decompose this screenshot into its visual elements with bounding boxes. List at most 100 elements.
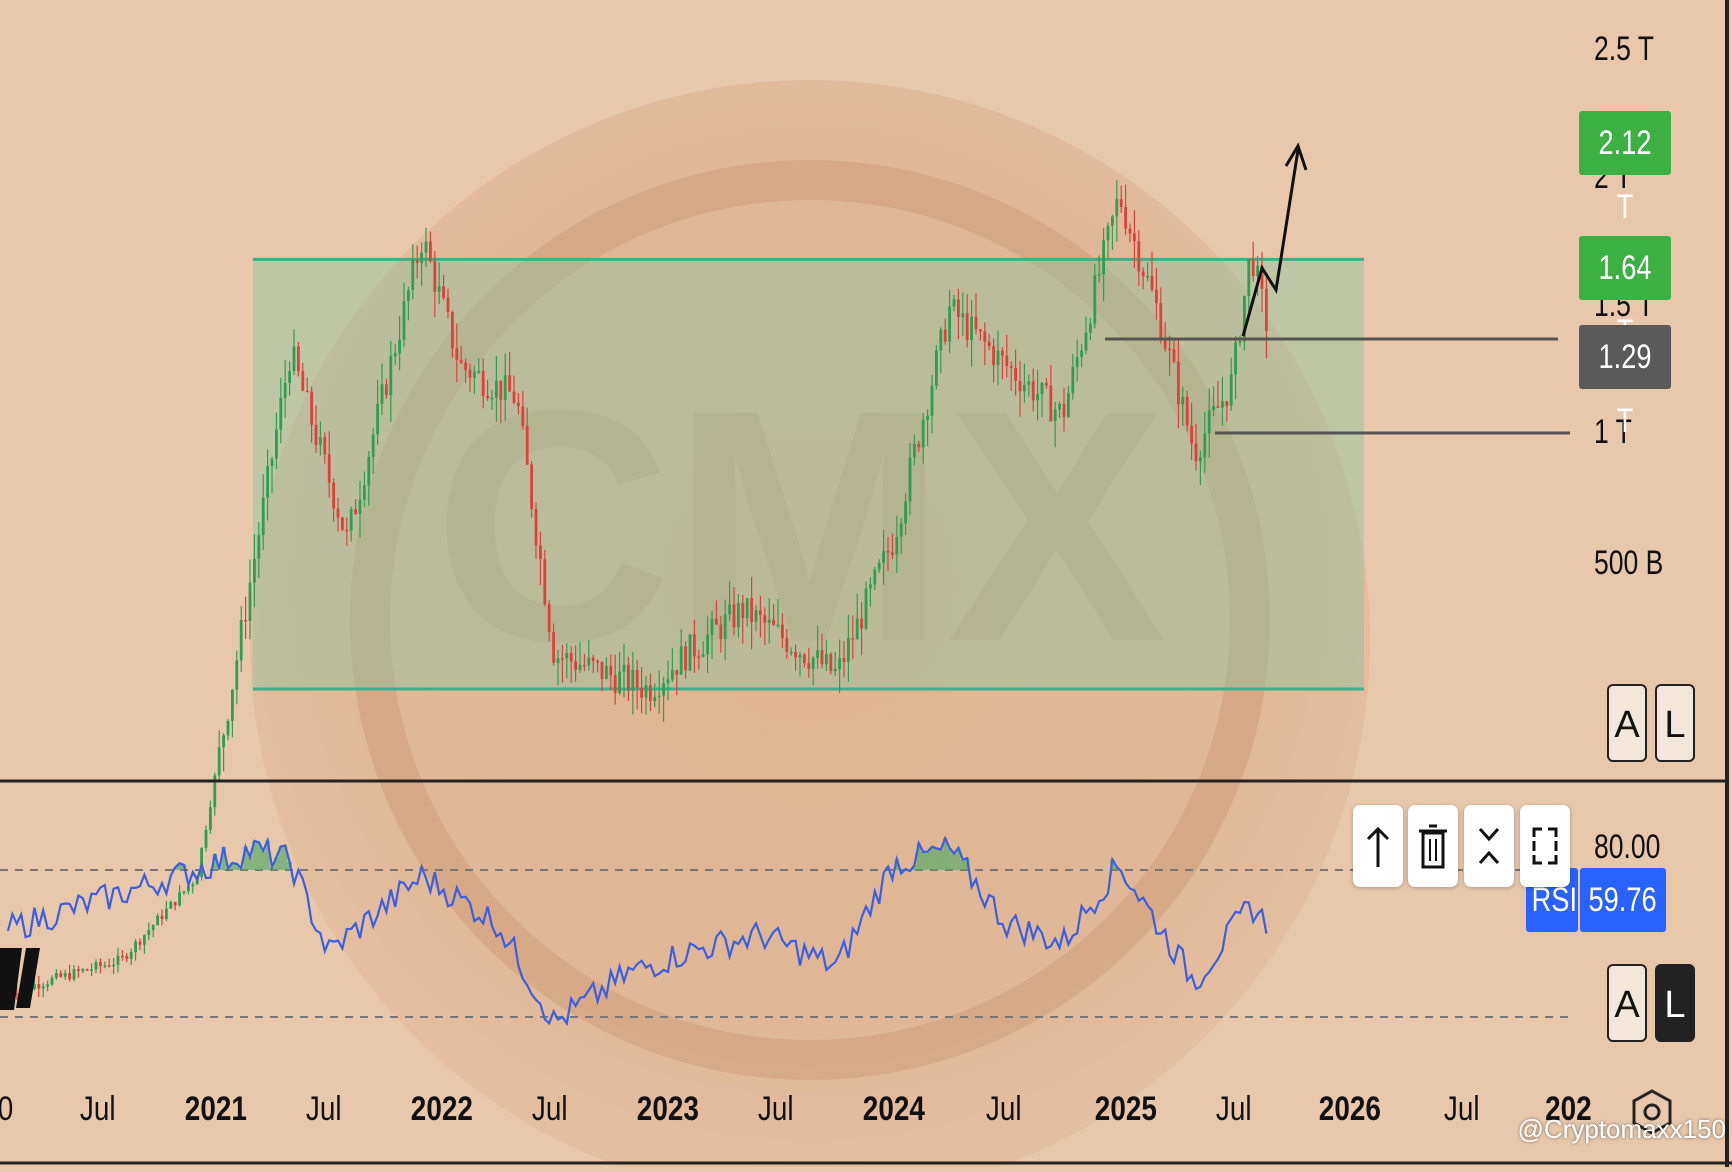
candle-body xyxy=(68,973,71,979)
candle-body xyxy=(715,619,718,625)
candle-body xyxy=(1208,410,1211,433)
trash-icon xyxy=(1408,805,1458,887)
rsi-level-label: 80.00 xyxy=(1594,828,1660,867)
candle-body xyxy=(147,930,150,935)
candle-body xyxy=(970,317,973,340)
candle-body xyxy=(271,459,274,466)
candle-body xyxy=(257,535,260,559)
candle-body xyxy=(205,830,208,848)
candle-body xyxy=(614,675,617,693)
candle-body xyxy=(917,444,920,447)
maximize-icon xyxy=(1520,805,1570,887)
auto-scale-button[interactable]: A xyxy=(1607,684,1647,762)
candle-body xyxy=(1155,290,1158,304)
candle-body xyxy=(425,242,428,253)
candle-body xyxy=(253,559,256,583)
candle-body xyxy=(689,634,692,670)
candle-body xyxy=(1177,362,1180,405)
candle-body xyxy=(1146,276,1149,278)
candle-body xyxy=(1265,289,1268,331)
candle-body xyxy=(561,658,564,660)
candle-body xyxy=(1063,404,1066,417)
candle-body xyxy=(856,619,859,640)
log-scale-button[interactable]: L xyxy=(1655,684,1695,762)
candle-body xyxy=(667,679,670,683)
candle-body xyxy=(988,341,991,346)
candle-body xyxy=(1045,383,1048,385)
candle-body xyxy=(1107,226,1110,241)
candle-body xyxy=(961,313,964,317)
candle-body xyxy=(1203,433,1206,457)
move-up-button[interactable] xyxy=(1353,805,1403,887)
candle-body xyxy=(821,650,824,664)
candle-body xyxy=(1076,357,1079,367)
candle-body xyxy=(992,346,995,365)
candle-body xyxy=(139,941,142,944)
candle-body xyxy=(319,437,322,445)
rsi-partial-label-icon xyxy=(0,948,40,1010)
candle-body xyxy=(90,969,93,971)
candle-body xyxy=(768,620,771,623)
candle-body xyxy=(658,696,661,698)
candle-body xyxy=(178,892,181,905)
rsi-log-scale-button[interactable]: L xyxy=(1655,964,1695,1042)
candle-body xyxy=(55,973,58,978)
candle-body xyxy=(513,392,516,403)
candle-body xyxy=(1036,394,1039,400)
time-tick-label: Jul xyxy=(80,1090,116,1129)
candle-body xyxy=(869,584,872,588)
maximize-pane-button[interactable] xyxy=(1520,805,1570,887)
collapse-pane-button[interactable] xyxy=(1464,805,1514,887)
candle-body xyxy=(1159,303,1162,340)
candle-body xyxy=(662,683,665,696)
candle-body xyxy=(244,620,247,622)
time-tick-label: 2025 xyxy=(1095,1090,1157,1129)
candle-body xyxy=(249,583,252,621)
candle-body xyxy=(1115,199,1118,216)
candle-body xyxy=(165,909,168,919)
candle-body xyxy=(1129,229,1132,234)
candle-body xyxy=(407,290,410,301)
candle-body xyxy=(169,902,172,909)
candle-body xyxy=(596,661,599,663)
author-credit: @Cryptomaxx150 xyxy=(1518,1114,1726,1145)
candle-body xyxy=(95,962,98,969)
time-tick-label: Jul xyxy=(306,1090,342,1129)
candle-body xyxy=(548,604,551,632)
candle-body xyxy=(1111,216,1114,225)
candle-body xyxy=(209,807,212,830)
candle-body xyxy=(1256,266,1259,276)
candle-body xyxy=(1010,366,1013,368)
candle-body xyxy=(460,360,463,363)
candle-body xyxy=(843,658,846,662)
candle-body xyxy=(728,604,731,614)
candle-body xyxy=(882,551,885,563)
range-box xyxy=(253,259,1364,689)
candle-body xyxy=(1133,233,1136,241)
candle-body xyxy=(702,654,705,657)
candle-body xyxy=(508,375,511,391)
candle-body xyxy=(117,956,120,965)
candle-body xyxy=(420,253,423,263)
candle-body xyxy=(807,663,810,669)
candle-body xyxy=(587,658,590,666)
delete-button[interactable] xyxy=(1408,805,1458,887)
rsi-auto-scale-button[interactable]: A xyxy=(1607,964,1647,1042)
candle-body xyxy=(1027,381,1030,384)
candle-body xyxy=(504,375,507,400)
candle-body xyxy=(491,398,494,400)
candle-body xyxy=(1058,404,1061,410)
candle-body xyxy=(1239,341,1242,343)
candle-body xyxy=(46,984,49,986)
candle-body xyxy=(1186,397,1189,426)
candle-body xyxy=(1032,381,1035,400)
candle-body xyxy=(1212,406,1215,410)
candle-body xyxy=(222,735,225,747)
candle-body xyxy=(1221,401,1224,408)
candle-body xyxy=(851,638,854,640)
candle-body xyxy=(293,346,296,371)
candle-body xyxy=(671,670,674,679)
rsi-overbought-fill xyxy=(952,853,956,870)
candle-body xyxy=(1093,275,1096,323)
